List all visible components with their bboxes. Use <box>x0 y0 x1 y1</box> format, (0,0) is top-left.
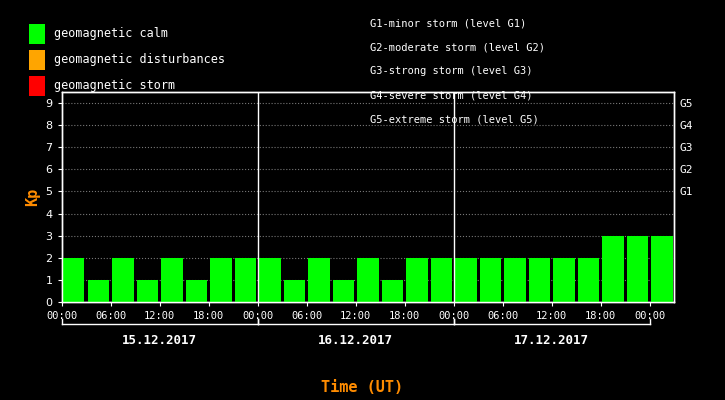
Bar <box>186 280 207 302</box>
Text: 15.12.2017: 15.12.2017 <box>122 334 197 346</box>
Bar <box>137 280 158 302</box>
Bar <box>283 280 305 302</box>
Bar <box>627 236 648 302</box>
Bar <box>308 258 330 302</box>
Text: G1-minor storm (level G1): G1-minor storm (level G1) <box>370 18 526 28</box>
Bar <box>382 280 403 302</box>
Text: Time (UT): Time (UT) <box>321 380 404 395</box>
Bar <box>235 258 256 302</box>
Y-axis label: Kp: Kp <box>25 188 40 206</box>
Text: 16.12.2017: 16.12.2017 <box>318 334 393 346</box>
Bar <box>260 258 281 302</box>
Bar <box>505 258 526 302</box>
Bar <box>88 280 109 302</box>
Bar <box>480 258 501 302</box>
Text: geomagnetic storm: geomagnetic storm <box>54 80 175 92</box>
Bar <box>210 258 231 302</box>
Bar <box>406 258 428 302</box>
Text: geomagnetic disturbances: geomagnetic disturbances <box>54 54 225 66</box>
Text: G3-strong storm (level G3): G3-strong storm (level G3) <box>370 66 532 76</box>
Bar <box>333 280 354 302</box>
Bar <box>578 258 599 302</box>
Bar <box>357 258 378 302</box>
Bar <box>455 258 476 302</box>
Bar <box>529 258 550 302</box>
Bar <box>553 258 575 302</box>
Bar <box>112 258 133 302</box>
Bar <box>602 236 624 302</box>
Text: geomagnetic calm: geomagnetic calm <box>54 28 168 40</box>
Text: G4-severe storm (level G4): G4-severe storm (level G4) <box>370 90 532 100</box>
Text: G2-moderate storm (level G2): G2-moderate storm (level G2) <box>370 42 544 52</box>
Text: 17.12.2017: 17.12.2017 <box>514 334 589 346</box>
Bar <box>63 258 85 302</box>
Bar <box>431 258 452 302</box>
Bar <box>161 258 183 302</box>
Bar <box>651 236 673 302</box>
Text: G5-extreme storm (level G5): G5-extreme storm (level G5) <box>370 114 539 124</box>
